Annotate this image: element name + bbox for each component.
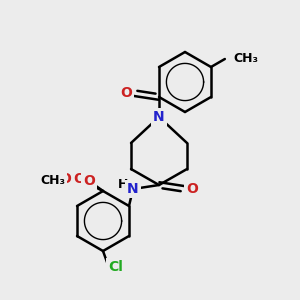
Text: O: O bbox=[83, 174, 95, 188]
Text: H: H bbox=[118, 178, 128, 191]
Text: N: N bbox=[127, 182, 139, 196]
Text: CH₃: CH₃ bbox=[40, 175, 65, 188]
Text: Cl: Cl bbox=[109, 260, 124, 274]
Text: N: N bbox=[153, 110, 165, 124]
Text: CH₃: CH₃ bbox=[234, 52, 259, 65]
Text: O: O bbox=[120, 86, 132, 100]
Text: O: O bbox=[186, 182, 198, 196]
Text: O: O bbox=[59, 172, 71, 186]
Text: O: O bbox=[73, 172, 85, 186]
